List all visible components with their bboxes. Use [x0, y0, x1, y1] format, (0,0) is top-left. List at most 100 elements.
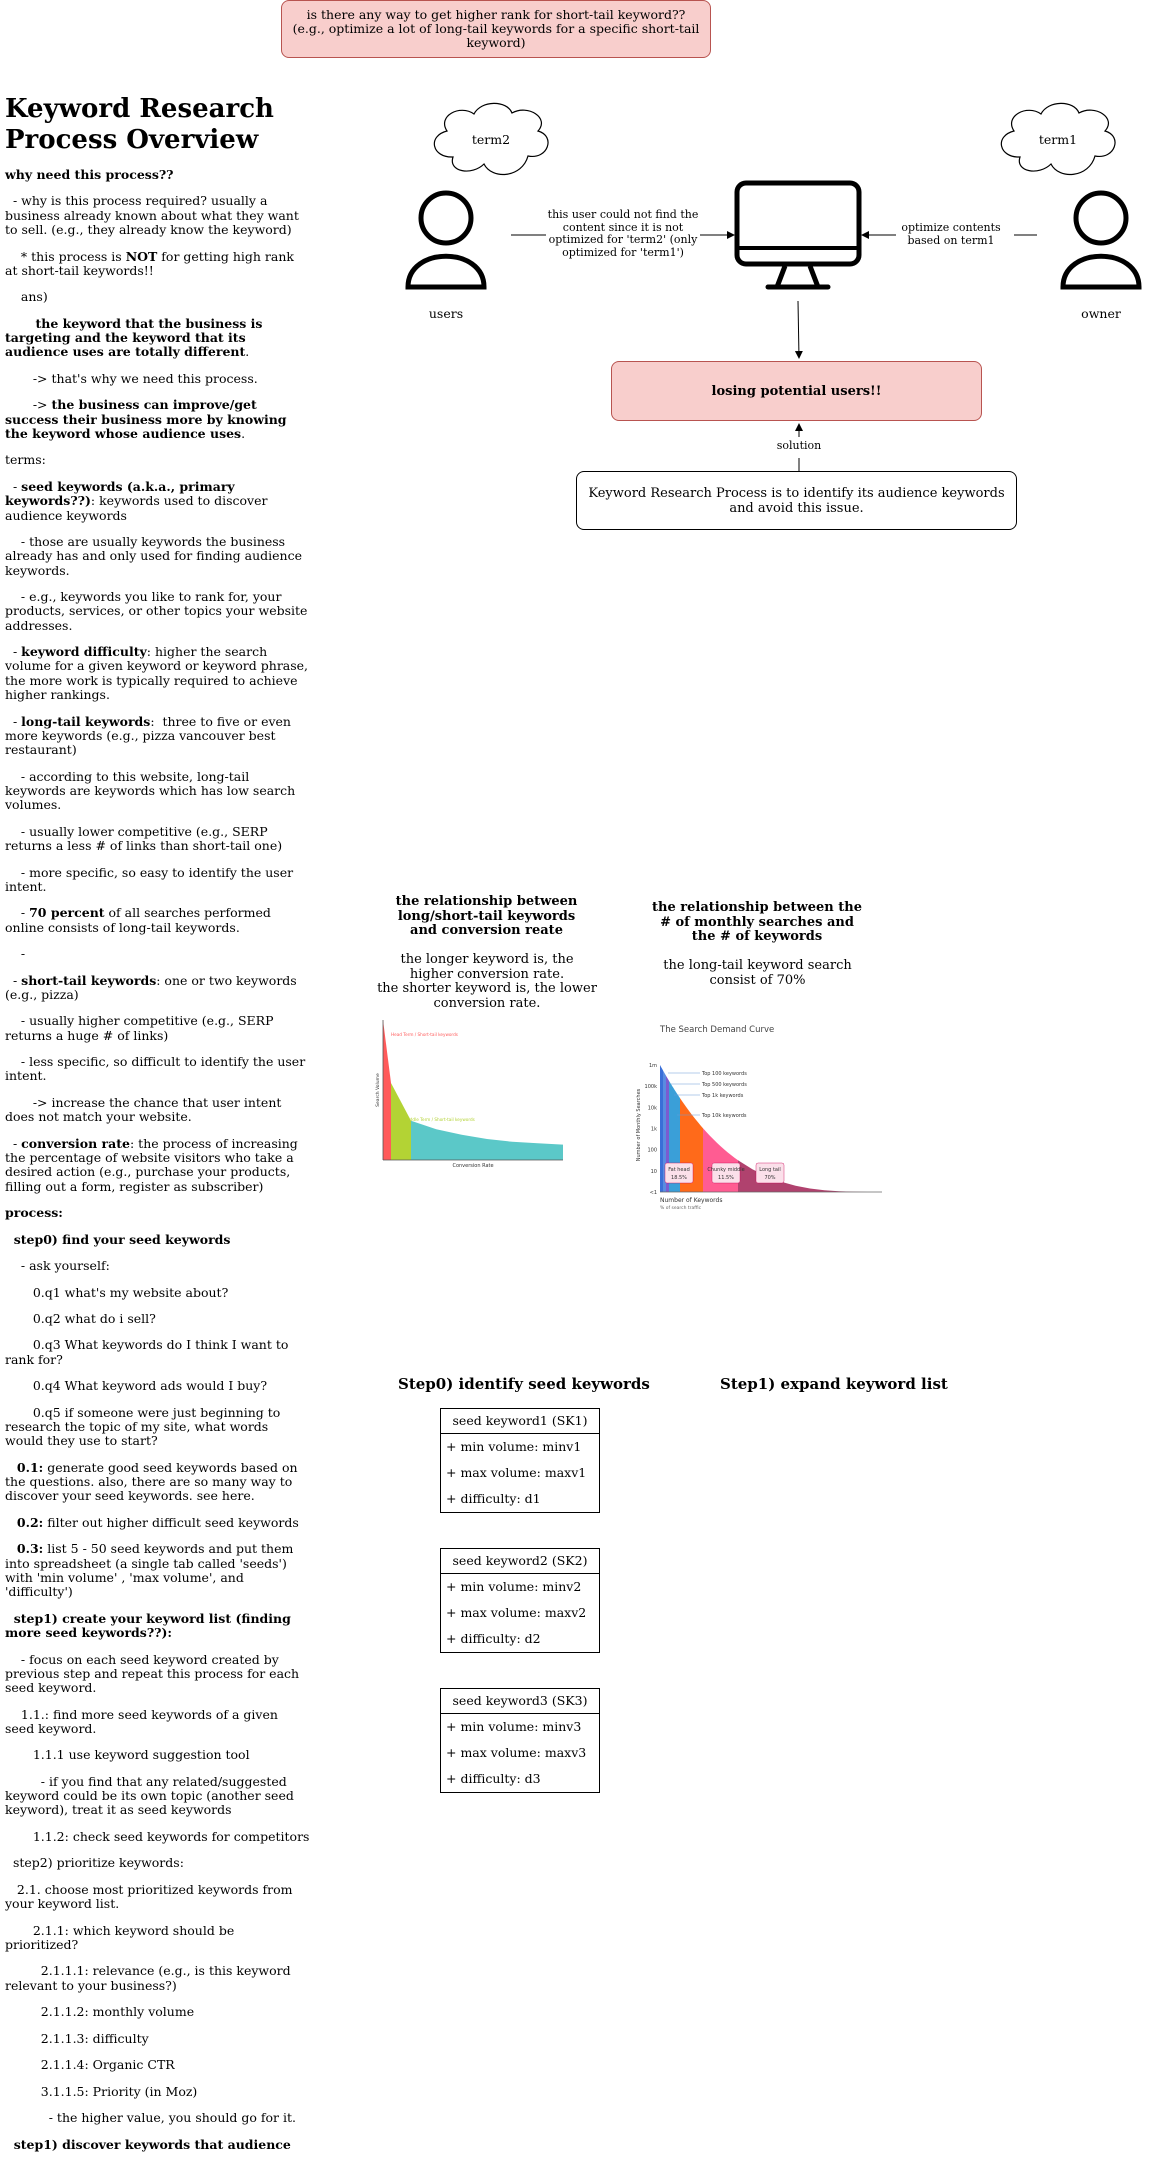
relationship1-desc2: the shorter keyword is, the lower conver… [377, 981, 597, 1011]
note-paragraph: 0.q3 What keywords do I think I want to … [5, 1338, 310, 1367]
note-text: step2) prioritize keywords: [5, 1855, 184, 1871]
entity-attribute: + min volume: minv3 [446, 1719, 582, 1734]
note-text: - [5, 1135, 22, 1151]
note-paragraph: 1.1.2: check seed keywords for competito… [5, 1828, 310, 1844]
note-paragraph: ans) [5, 290, 310, 304]
callout-label: Top 1k keywords [701, 1093, 744, 1099]
segment-share: 11.5% [718, 1175, 734, 1181]
note-text: list 5 - 50 seed keywords and put them i… [5, 1541, 298, 1600]
series-label: Head Term / Short-tail keywords [391, 1032, 458, 1037]
segment-badge [711, 1162, 741, 1184]
note-text: seed keywords (a.k.a., primary keywords?… [5, 478, 240, 509]
solution-box: Keyword Research Process is to identify … [576, 471, 1017, 530]
note-text: 1.1.1 use keyword suggestion tool [5, 1747, 250, 1763]
segment-badge [755, 1162, 785, 1184]
chart-title: The Search Demand Curve [659, 1025, 774, 1035]
note-text: 0.q2 what do i sell? [5, 1310, 156, 1326]
note-text: keyword difficulty [21, 644, 147, 660]
note-paragraph: 2.1.1: which keyword should be prioritiz… [5, 1923, 310, 1953]
cloud-term2-label: term2 [471, 132, 511, 147]
diagram-canvas [405, 102, 1142, 471]
note-text: 0.2: [16, 1514, 44, 1530]
note-text: process: [5, 1205, 63, 1221]
note-text: : one or two keywords (e.g., pizza) [5, 972, 301, 1002]
note-text: short-tail keywords [21, 972, 157, 988]
longtail-conversion-chart: Head Term / Short-tail keywords Middle Te… [375, 1020, 563, 1169]
owner-icon [1060, 190, 1142, 290]
note-text: * this process is [5, 248, 126, 264]
note-paragraph: - usually higher competitive (e.g., SERP… [5, 1014, 310, 1043]
note-paragraph: 0.q4 What keyword ads would I buy? [5, 1379, 310, 1393]
note-paragraph: 2.1. choose most prioritized keywords fr… [5, 1882, 310, 1912]
note-text: - the higher value, you should go for it… [5, 2110, 296, 2126]
note-text: -> that's why we need this process. [5, 370, 258, 386]
y-tick-label: 1k [651, 1127, 657, 1133]
note-text: step1) discover keywords that audience [5, 2136, 291, 2152]
note-text: 2.1.1.2: monthly volume [5, 2004, 195, 2020]
page-title: Keyword Research Process Overview [5, 94, 274, 155]
note-text: step0) find your seed keywords [5, 1231, 231, 1247]
note-paragraph: 2.1.1.3: difficulty [5, 2030, 310, 2046]
note-text: -> increase the chance that user intent … [5, 1094, 286, 1125]
cloud-icon [433, 102, 549, 176]
note-paragraph: 0.1: generate good seed keywords based o… [5, 1459, 310, 1504]
note-text: 2.1.1.1: relevance (e.g., is this keywor… [5, 1963, 295, 1993]
note-text: - less specific, so difficult to identif… [5, 1054, 310, 1084]
note-paragraph: - e.g., keywords you like to rank for, y… [5, 590, 310, 633]
note-text: long-tail keywords [21, 713, 151, 729]
note-text: 3.1.1.5: Priority (in Moz) [5, 2083, 198, 2099]
note-paragraph: - [5, 946, 310, 961]
note-paragraph: - the higher value, you should go for it… [5, 2111, 310, 2125]
note-text: of all searches performed online consist… [5, 905, 275, 935]
entity-header: seed keyword1 (SK1) [441, 1409, 599, 1434]
note-text: NOT [125, 248, 158, 264]
note-text: 1.1.2: check seed keywords for competito… [5, 1828, 310, 1844]
note-paragraph: - if you find that any related/suggested… [5, 1774, 310, 1818]
entity-attribute: + max volume: maxv1 [446, 1465, 587, 1480]
note-text: the business can improve/get success the… [5, 397, 291, 441]
note-paragraph: * this process is NOT for getting high r… [5, 248, 310, 279]
entity-attribute: + difficulty: d3 [446, 1771, 541, 1786]
notes-panel: why need this process?? - why is this pr… [5, 167, 310, 2164]
note-paragraph: - keyword difficulty: higher the search … [5, 645, 310, 702]
curve-segment-2 [411, 1120, 563, 1160]
note-paragraph: - 70 percent of all searches performed o… [5, 906, 310, 935]
note-text: 0.1: [16, 1459, 44, 1475]
note-text: conversion rate [21, 1135, 130, 1151]
y-axis-label: Search Volume [375, 1073, 381, 1107]
note-paragraph: the keyword that the business is targeti… [5, 316, 310, 360]
note-text: : the process of increasing the percenta… [5, 1135, 302, 1194]
note-text: 2.1.1.3: difficulty [5, 2030, 149, 2046]
note-paragraph: 1.1.: find more seed keywords of a given… [5, 1706, 310, 1737]
segment-name: Long tail [759, 1167, 781, 1173]
note-paragraph: -> the business can improve/get success … [5, 398, 310, 441]
entity-attribute: + max volume: maxv2 [446, 1605, 587, 1620]
note-paragraph: process: [5, 1205, 310, 1221]
note-paragraph: step1) create your keyword list (finding… [5, 1611, 310, 1641]
entity-attribute: + min volume: minv1 [446, 1439, 582, 1454]
note-text: 1.1.: find more seed keywords of a given… [5, 1706, 282, 1736]
note-text: : keywords used to discover audience key… [5, 493, 272, 523]
note-text: filter out higher difficult seed keyword… [43, 1514, 299, 1530]
note-paragraph: - why is this process required? usually … [5, 194, 310, 237]
note-text [5, 1515, 17, 1530]
note-text: . [241, 425, 246, 441]
note-text: - those are usually keywords the busines… [5, 534, 306, 578]
note-paragraph: 0.3: list 5 - 50 seed keywords and put t… [5, 1542, 310, 1599]
note-paragraph: - seed keywords (a.k.a., primary keyword… [5, 478, 310, 523]
note-paragraph: - long-tail keywords: three to five or e… [5, 713, 310, 758]
note-paragraph: 0.q2 what do i sell? [5, 1310, 310, 1326]
note-paragraph: 3.1.1.5: Priority (in Moz) [5, 2083, 310, 2099]
y-axis-label: Number of Monthly Searches [636, 1088, 642, 1161]
note-text: -> [5, 397, 52, 413]
note-paragraph: - usually lower competitive (e.g., SERP … [5, 824, 310, 854]
note-paragraph: - conversion rate: the process of increa… [5, 1135, 310, 1194]
note-text: ans) [5, 289, 48, 305]
note-text: why need this process?? [5, 167, 174, 182]
relationship1-title: the relationship between long/short-tail… [395, 894, 578, 938]
owner-edge-label: optimize contents based on term1 [896, 221, 1006, 247]
segment-name: Chunky middle [707, 1167, 744, 1173]
note-paragraph: 1.1.1 use keyword suggestion tool [5, 1748, 310, 1762]
note-paragraph: why need this process?? [5, 167, 310, 182]
cloud-term1-label: term1 [1038, 132, 1078, 147]
